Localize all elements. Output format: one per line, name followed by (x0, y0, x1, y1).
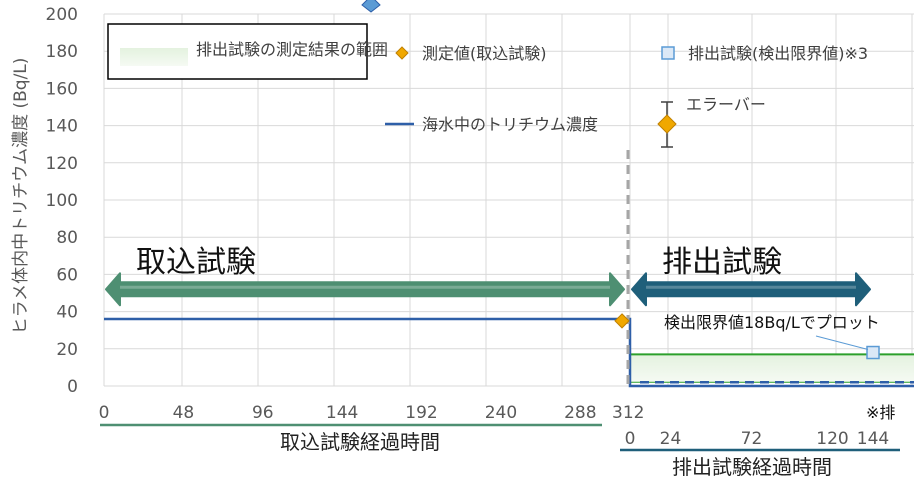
legend-range-label: 排出試験の測定結果の範囲 (196, 40, 388, 59)
top-edge-marker (361, 0, 381, 13)
y-tick-label: 40 (56, 303, 78, 323)
footnote-mark: ※排 (866, 403, 895, 422)
legend-measured-label: 測定値(取込試験) (422, 44, 547, 63)
discharge-phase-arrow (631, 272, 871, 307)
detection-limit-leader-line (815, 335, 869, 351)
y-axis-ticks: 0 20 40 60 80 100 120 140 160 180 200 (46, 5, 78, 397)
legend-seawater: 海水中のトリチウム濃度 (385, 115, 598, 134)
intake-x-tick-label: 0 (99, 403, 110, 423)
legend-discharge-marker (661, 46, 675, 60)
legend-discharge-label: 排出試験(検出限界値)※3 (688, 44, 868, 63)
legend-measured: 測定値(取込試験) (395, 44, 547, 63)
intake-x-axis-label: 取込試験経過時間 (280, 430, 440, 454)
y-tick-label: 60 (56, 265, 78, 285)
y-tick-label: 140 (46, 117, 78, 137)
discharge-x-axis-label: 排出試験経過時間 (672, 455, 832, 479)
intake-x-tick-label: 96 (252, 403, 274, 423)
legend-errorbar: エラーバー (657, 95, 766, 148)
discharge-x-tick-label: 72 (741, 429, 763, 449)
discharge-x-axis-ticks: 0 24 72 120 144 (625, 429, 890, 449)
intake-phase-arrow (105, 272, 625, 307)
y-tick-label: 100 (46, 191, 78, 211)
discharge-x-tick-label: 0 (625, 429, 636, 449)
discharge-detection-limit-point (866, 345, 880, 360)
y-tick-label: 20 (56, 340, 78, 360)
legend-measured-marker (395, 46, 409, 60)
intake-x-tick-label: 240 (485, 403, 517, 423)
intake-x-tick-label: 144 (326, 403, 358, 423)
y-tick-label: 120 (46, 154, 78, 174)
legend-errorbar-label: エラーバー (686, 95, 766, 114)
y-tick-label: 200 (46, 5, 78, 25)
intake-x-end-tick: 312 (612, 403, 644, 423)
intake-x-axis-ticks: 0 48 96 144 192 240 288 (99, 403, 597, 423)
intake-phase-label: 取込試験 (136, 245, 256, 280)
legend-seawater-label: 海水中のトリチウム濃度 (422, 115, 598, 134)
discharge-phase-label: 排出試験 (662, 245, 782, 280)
grid (103, 13, 914, 387)
measured-point (614, 313, 630, 329)
legend-range-swatch (120, 48, 188, 66)
y-axis-label: ヒラメ体内中トリチウム濃度 (Bq/L) (11, 58, 31, 335)
y-tick-label: 160 (46, 79, 78, 99)
intake-x-tick-label: 48 (173, 403, 195, 423)
seawater-tritium-line (104, 317, 914, 388)
y-tick-label: 0 (67, 377, 78, 397)
intake-x-tick-label: 288 (564, 403, 596, 423)
discharge-x-tick-label: 24 (660, 429, 682, 449)
y-tick-label: 180 (46, 42, 78, 62)
legend-errorbar-marker (657, 114, 677, 134)
discharge-x-tick-label: 144 (857, 429, 889, 449)
y-tick-label: 80 (56, 228, 78, 248)
legend-discharge: 排出試験(検出限界値)※3 (661, 44, 868, 63)
intake-x-tick-label: 192 (405, 403, 437, 423)
discharge-x-tick-label: 120 (816, 429, 848, 449)
detection-limit-annotation: 検出限界値18Bq/Lでプロット (664, 313, 880, 332)
